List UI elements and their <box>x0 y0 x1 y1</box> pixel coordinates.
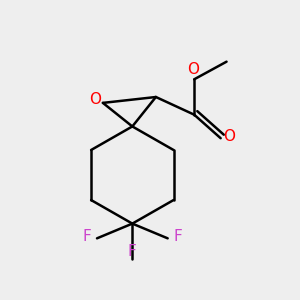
Text: O: O <box>89 92 101 107</box>
Text: F: F <box>128 244 137 259</box>
Text: O: O <box>187 62 199 77</box>
Text: O: O <box>223 129 235 144</box>
Text: F: F <box>82 230 91 244</box>
Text: F: F <box>174 230 182 244</box>
